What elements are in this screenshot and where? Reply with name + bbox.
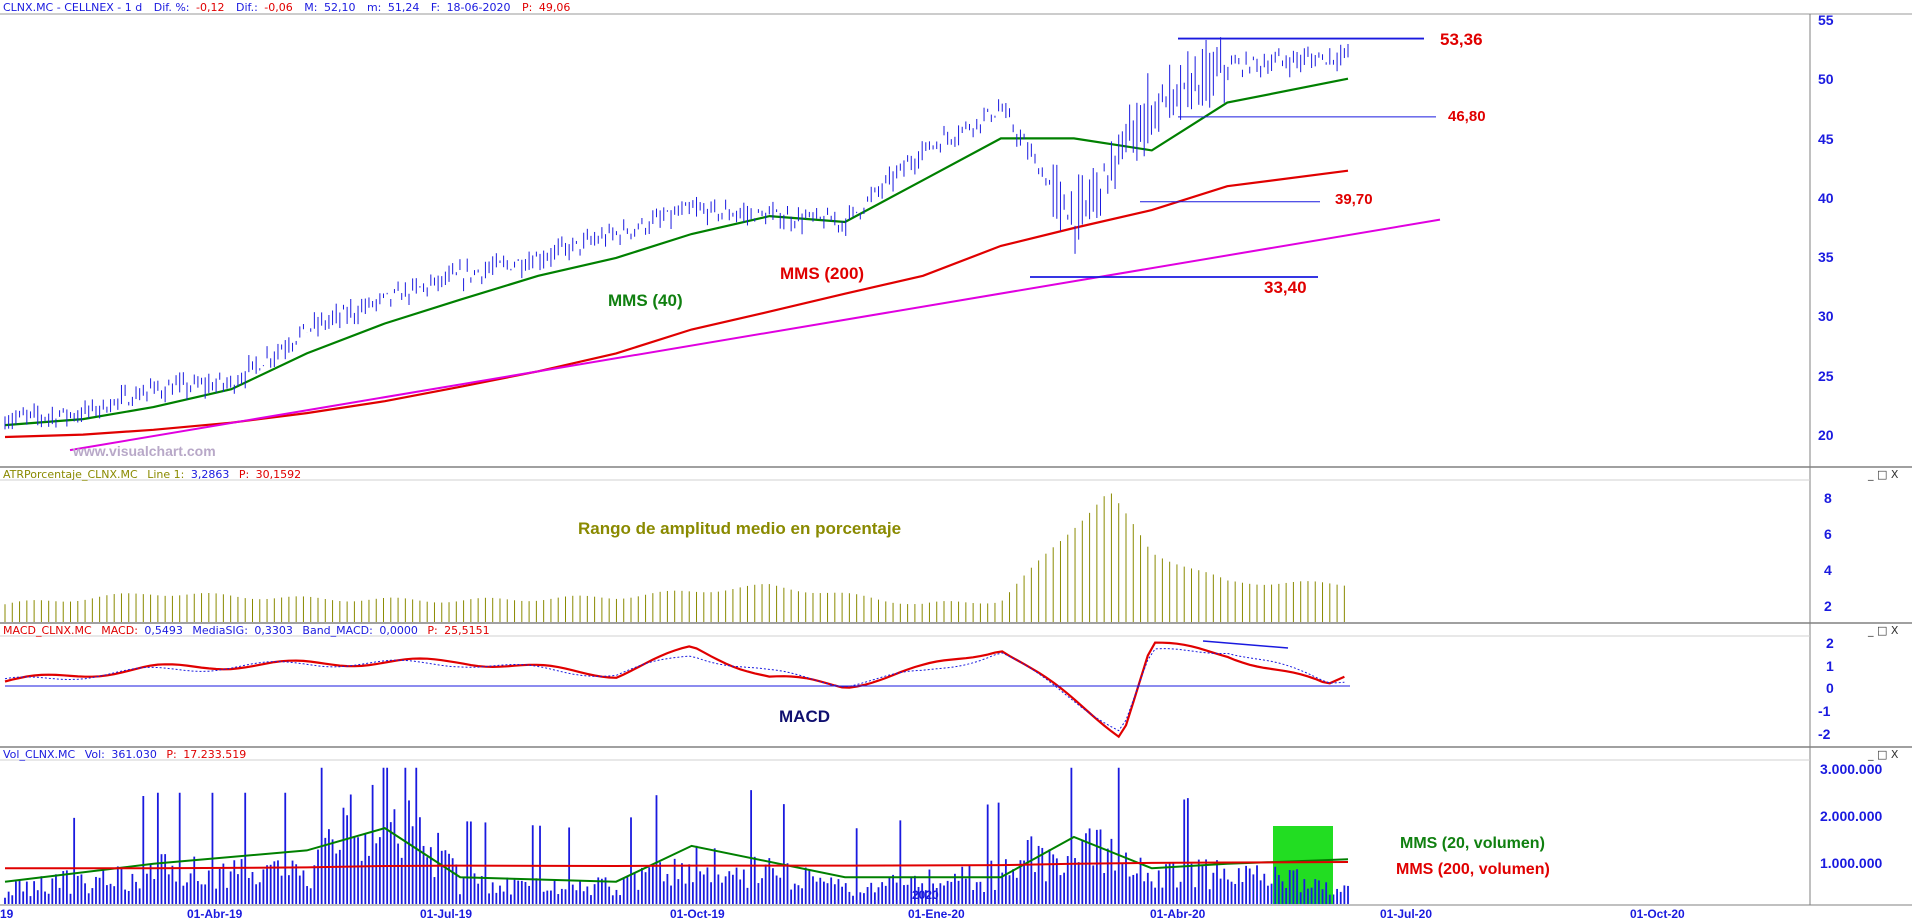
macd-label: MACD: bbox=[101, 624, 138, 637]
atr-ytick: 8 bbox=[1824, 490, 1832, 506]
volume-bars-highlight bbox=[1274, 866, 1331, 904]
mediasig-label: MediaSIG: bbox=[192, 624, 248, 637]
macd-ytick: -2 bbox=[1818, 726, 1831, 742]
volume-window-controls[interactable]: _ □ X bbox=[1867, 748, 1899, 761]
atr-ytick: 6 bbox=[1824, 526, 1832, 542]
macd-ytick: 0 bbox=[1826, 680, 1834, 696]
dif-value: -0,06 bbox=[264, 1, 292, 14]
vol-mms200-label: MMS (200, volumen) bbox=[1396, 861, 1550, 878]
volume-mms20-line bbox=[4, 827, 1349, 883]
max-value: 52,10 bbox=[324, 1, 356, 14]
macd-y-axis: 2 1 0 -1 -2 bbox=[1818, 635, 1834, 742]
level-46-label: 46,80 bbox=[1448, 108, 1486, 125]
xtick: 01-Abr-20 bbox=[1150, 907, 1206, 921]
volume-header: Vol_CLNX.MC Vol: 361.030 P: 17.233.519 bbox=[3, 748, 246, 761]
volume-ytick: 3.000.000 bbox=[1820, 761, 1882, 777]
macd-p-value: 25,5151 bbox=[444, 624, 490, 637]
macd-divergence-line bbox=[1202, 640, 1289, 649]
volume-ytick: 2.000.000 bbox=[1820, 808, 1882, 824]
date-value: 18-06-2020 bbox=[447, 1, 511, 14]
price-ytick: 20 bbox=[1818, 427, 1834, 443]
level-33-label: 33,40 bbox=[1264, 278, 1307, 297]
atr-header-title: ATRPorcentaje_CLNX.MC bbox=[3, 468, 138, 481]
atr-line-label: Line 1: bbox=[147, 468, 184, 481]
vol-p-label: P: bbox=[166, 748, 176, 761]
xtick: 01-Abr-19 bbox=[187, 907, 243, 921]
price-ytick: 25 bbox=[1818, 368, 1834, 384]
mms40-line bbox=[4, 77, 1349, 427]
volume-y-axis: 3.000.000 2.000.000 1.000.000 bbox=[1820, 761, 1882, 871]
mediasig-value: 0,3303 bbox=[254, 624, 293, 637]
price-ytick: 45 bbox=[1818, 131, 1834, 147]
macd-ytick: -1 bbox=[1818, 703, 1831, 719]
dif-pct-value: -0,12 bbox=[196, 1, 224, 14]
indicator-lines bbox=[4, 37, 1441, 883]
mms40-label: MMS (40) bbox=[608, 291, 683, 310]
vol-value: 361.030 bbox=[111, 748, 157, 761]
support-trendline bbox=[69, 218, 1441, 452]
volume-ytick: 1.000.000 bbox=[1820, 855, 1882, 871]
xtick: 01-Jul-20 bbox=[1380, 907, 1432, 921]
price-header-title: CLNX.MC - CELLNEX - 1 d bbox=[3, 1, 142, 14]
volume-mms200-line bbox=[5, 861, 1349, 870]
atr-bars bbox=[4, 493, 1345, 622]
price-ytick: 50 bbox=[1818, 71, 1834, 87]
atr-y-axis: 8 6 4 2 bbox=[1824, 490, 1832, 614]
vol-p-value: 17.233.519 bbox=[183, 748, 246, 761]
watermark: www.visualchart.com bbox=[72, 443, 216, 459]
xtick: 01-Jul-19 bbox=[420, 907, 472, 921]
xtick: 01-Ene-20 bbox=[908, 907, 965, 921]
price-bars bbox=[4, 37, 1349, 430]
dif-label: Dif.: bbox=[236, 1, 258, 14]
macd-window-controls[interactable]: _ □ X bbox=[1867, 624, 1899, 637]
max-label: M: bbox=[304, 1, 317, 14]
price-ytick: 35 bbox=[1818, 249, 1834, 265]
macd-line bbox=[4, 641, 1345, 739]
macd-p-label: P: bbox=[427, 624, 437, 637]
atr-header: ATRPorcentaje_CLNX.MC Line 1: 3,2863 P: … bbox=[3, 468, 301, 481]
min-value: 51,24 bbox=[388, 1, 420, 14]
macd-value: 0,5493 bbox=[144, 624, 183, 637]
price-header: CLNX.MC - CELLNEX - 1 d Dif. %: -0,12 Di… bbox=[3, 1, 570, 14]
atr-p-label: P: bbox=[239, 468, 249, 481]
xtick: 19 bbox=[0, 907, 14, 921]
p-value: 49,06 bbox=[539, 1, 571, 14]
price-ytick: 55 bbox=[1818, 12, 1834, 28]
xtick: 01-Oct-19 bbox=[670, 907, 725, 921]
macd-ytick: 2 bbox=[1826, 635, 1834, 651]
atr-p-value: 30,1592 bbox=[256, 468, 302, 481]
macd-header-title: MACD_CLNX.MC bbox=[3, 624, 92, 637]
macd-header: MACD_CLNX.MC MACD: 0,5493 MediaSIG: 0,33… bbox=[3, 624, 490, 637]
macd-signal-line bbox=[4, 648, 1345, 732]
band-label: Band_MACD: bbox=[302, 624, 372, 637]
price-ytick: 40 bbox=[1818, 190, 1834, 206]
x-axis: 19 01-Abr-19 01-Jul-19 01-Oct-19 01-Ene-… bbox=[0, 907, 1685, 921]
p-label: P: bbox=[522, 1, 532, 14]
mms200-label: MMS (200) bbox=[780, 264, 864, 283]
atr-ytick: 2 bbox=[1824, 598, 1832, 614]
macd-ytick: 1 bbox=[1826, 658, 1834, 674]
dif-pct-label: Dif. %: bbox=[154, 1, 190, 14]
year-marker: 2020 bbox=[912, 888, 939, 902]
atr-window-controls[interactable]: _ □ X bbox=[1867, 468, 1899, 481]
level-53-label: 53,36 bbox=[1440, 30, 1483, 49]
level-39-label: 39,70 bbox=[1335, 191, 1373, 208]
vol-label: Vol: bbox=[85, 748, 105, 761]
panel-frames bbox=[0, 13, 1912, 906]
band-value: 0,0000 bbox=[379, 624, 418, 637]
atr-annotation: Rango de amplitud medio en porcentaje bbox=[578, 519, 901, 538]
macd-annotation: MACD bbox=[779, 707, 830, 726]
atr-line-value: 3,2863 bbox=[191, 468, 230, 481]
min-label: m: bbox=[367, 1, 381, 14]
vol-mms20-label: MMS (20, volumen) bbox=[1400, 835, 1545, 852]
price-ytick: 30 bbox=[1818, 308, 1834, 324]
mms200-line bbox=[4, 169, 1349, 439]
date-label: F: bbox=[431, 1, 440, 14]
volume-bars bbox=[4, 767, 1349, 904]
volume-header-title: Vol_CLNX.MC bbox=[3, 748, 76, 761]
price-y-axis: 55 50 45 40 35 30 25 20 bbox=[1818, 12, 1834, 443]
atr-ytick: 4 bbox=[1824, 562, 1832, 578]
xtick: 01-Oct-20 bbox=[1630, 907, 1685, 921]
